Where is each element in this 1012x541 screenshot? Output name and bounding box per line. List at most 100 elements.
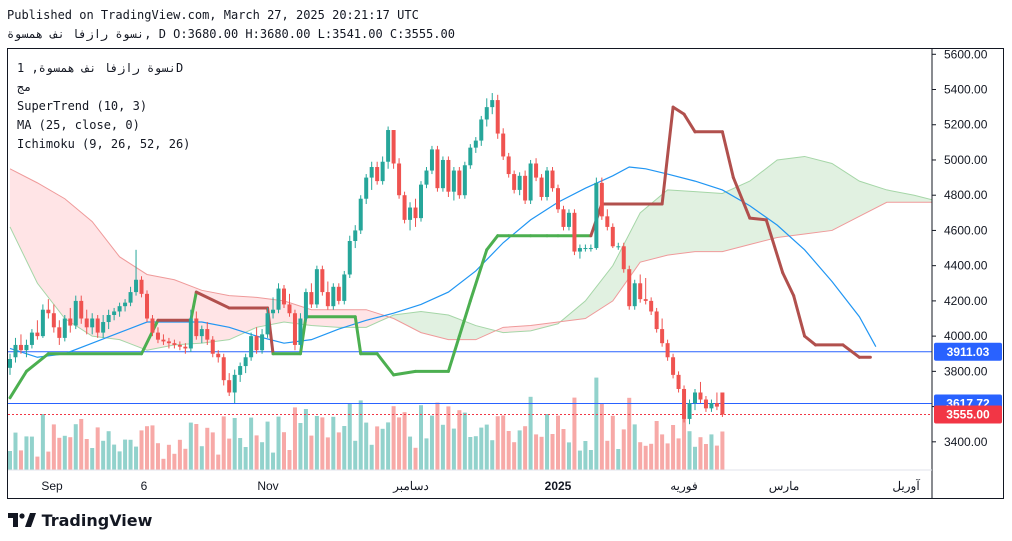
supertrend-segment [140, 318, 160, 356]
candle [682, 385, 687, 423]
volume-bar [117, 451, 122, 470]
volume-bar [435, 402, 440, 470]
supertrend-segment [446, 334, 461, 373]
candle-body [238, 366, 243, 375]
volume-bar [369, 444, 374, 470]
candle-body [46, 309, 51, 314]
candle-body [188, 318, 193, 349]
supertrend-segment [24, 352, 50, 373]
candle-body [671, 357, 676, 375]
candle [479, 115, 484, 146]
candle-body [649, 300, 654, 312]
candle-body [495, 100, 500, 134]
candle-body [216, 353, 221, 358]
candle [145, 290, 149, 323]
candle-body [194, 318, 199, 337]
candle-body [484, 107, 489, 120]
candle [566, 209, 571, 231]
candle [550, 167, 555, 192]
supertrend-segment [298, 315, 308, 356]
volume-bar [479, 427, 484, 470]
candle [303, 288, 308, 323]
volume-bar [95, 427, 100, 470]
candle [205, 322, 210, 345]
candle-body [386, 130, 391, 162]
volume-bar [534, 434, 539, 470]
candle [73, 295, 78, 330]
published-line: Published on TradingView.com, March 27, … [7, 8, 419, 22]
candle-body [621, 246, 626, 270]
price-tag [934, 405, 1002, 424]
ohlc-line: نسوة رازفا نف همسوة, D O:3680.00 H:3680.… [7, 27, 455, 41]
candle-body [172, 343, 177, 345]
volume-bar [13, 432, 18, 470]
candle [139, 276, 144, 298]
supertrend-segment [720, 130, 735, 180]
candle-body [358, 198, 363, 231]
volume-bar [523, 426, 528, 470]
x-tick-label: 2025 [545, 479, 572, 493]
candle-body [221, 357, 226, 381]
candle-body [528, 163, 533, 201]
candle-body [391, 130, 396, 164]
candle [24, 339, 29, 358]
supertrend-segment [748, 216, 768, 222]
candle-body [446, 159, 451, 192]
candle-body [665, 343, 670, 358]
candle [243, 353, 248, 374]
candle [106, 309, 111, 330]
candle-body [68, 318, 73, 326]
supertrend-segment [841, 343, 861, 359]
volume-bar [484, 424, 489, 470]
volume-bar [391, 406, 396, 470]
candle-body [128, 292, 133, 303]
volume-bar [665, 443, 670, 470]
supertrend-segment [189, 290, 198, 322]
candle-body [610, 226, 615, 247]
volume-bar [331, 416, 336, 470]
volume-bar [660, 434, 665, 470]
volume-bar [386, 422, 391, 470]
candle [413, 198, 418, 227]
candle [572, 209, 577, 256]
y-tick-label: 3400.00 [944, 435, 988, 449]
candle [638, 274, 643, 303]
volume-bar [172, 453, 177, 470]
volume-bar [205, 427, 210, 470]
candle [583, 244, 588, 252]
legend-ma[interactable]: MA (25, close, 0) [17, 118, 140, 132]
candle [588, 244, 593, 252]
volume-bar [375, 426, 380, 470]
legend-ichimoku[interactable]: Ichimoku (9, 26, 52, 26) [17, 137, 191, 151]
candle-body [123, 302, 128, 307]
candle [232, 369, 237, 404]
candle [616, 242, 621, 250]
candle [468, 144, 473, 169]
legend-supertrend[interactable]: SuperTrend (10, 3) [17, 99, 148, 113]
candle-body [605, 216, 610, 227]
candle-body [150, 318, 155, 333]
candle [101, 314, 106, 338]
volume-bar [402, 412, 407, 470]
candle-body [205, 329, 210, 340]
x-tick-label: فوریه [670, 479, 698, 493]
volume-bar [199, 446, 204, 470]
candle-body [314, 269, 319, 305]
ichimoku-span-b [9, 168, 932, 341]
candle [35, 320, 40, 340]
candle [40, 304, 45, 338]
candle [254, 327, 259, 354]
volume-bar [265, 421, 270, 470]
supertrend-segment [392, 369, 418, 377]
candle-body [660, 329, 665, 344]
candle [95, 314, 100, 338]
candle [183, 343, 188, 354]
candle [249, 332, 254, 361]
volume-bar [501, 415, 506, 470]
candle-body [627, 269, 632, 307]
volume-bar [424, 438, 429, 470]
candle [561, 205, 566, 231]
chart-frame[interactable] [7, 48, 1004, 499]
candle-body [276, 288, 281, 310]
